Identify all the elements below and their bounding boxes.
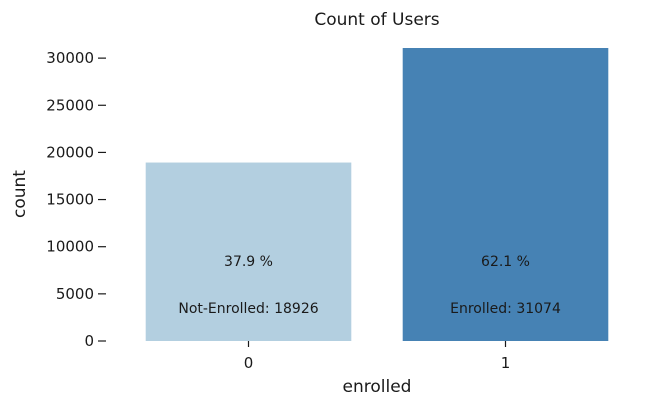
y-tick-label: 20000 <box>46 143 94 161</box>
x-tick-label: 0 <box>244 354 254 372</box>
y-tick-label: 10000 <box>46 238 94 256</box>
x-axis-label: enrolled <box>343 377 412 397</box>
y-tick-label: 5000 <box>56 285 94 303</box>
y-tick-label: 25000 <box>46 96 94 114</box>
count-label: Enrolled: 31074 <box>450 301 561 317</box>
y-tick-label: 30000 <box>46 49 94 67</box>
y-tick-label: 15000 <box>46 191 94 209</box>
bars <box>145 48 609 341</box>
percent-label: 37.9 % <box>224 254 273 270</box>
y-tick-label: 0 <box>84 332 94 350</box>
bar-annotations: 37.9 % Not-Enrolled: 18926 62.1 % Enrolled:… <box>178 254 561 317</box>
bar-0 <box>145 162 352 341</box>
x-tick-label: 1 <box>501 354 511 372</box>
bar-1 <box>402 48 609 341</box>
y-axis-label: count <box>10 170 30 218</box>
y-axis: 0 5000 10000 15000 20000 25000 30000 <box>46 49 106 350</box>
percent-label: 62.1 % <box>481 254 530 270</box>
count-label: Not-Enrolled: 18926 <box>178 301 318 317</box>
chart-title: Count of Users <box>314 10 439 30</box>
